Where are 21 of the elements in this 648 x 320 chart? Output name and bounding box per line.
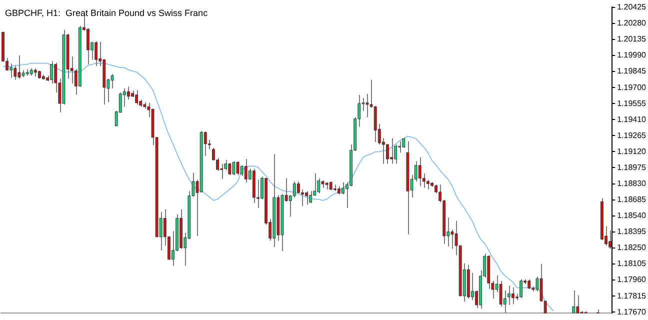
y-tick-label: 1.18395 xyxy=(617,227,647,236)
y-tick-label: 1.20280 xyxy=(617,18,647,28)
y-tick-label: 1.20425 xyxy=(617,2,647,12)
y-tick-label: 1.18830 xyxy=(617,178,647,188)
y-tick-label: 1.19265 xyxy=(617,130,647,140)
y-tick-label: 1.19700 xyxy=(617,82,647,92)
y-tick-label: 1.18540 xyxy=(617,211,647,220)
y-tick-label: 1.18975 xyxy=(617,162,647,172)
y-tick-label: 1.19990 xyxy=(617,50,647,60)
y-tick-label: 1.17670 xyxy=(617,307,647,316)
y-tick-label: 1.18250 xyxy=(617,243,647,252)
y-tick-label: 1.20135 xyxy=(617,34,647,44)
y-tick-label: 1.19120 xyxy=(617,146,647,156)
y-tick-label: 1.19555 xyxy=(617,98,647,108)
y-tick-label: 1.17960 xyxy=(617,275,647,284)
y-tick-label: 1.17815 xyxy=(617,291,647,300)
y-tick-label: 1.19845 xyxy=(617,66,647,76)
y-tick-label: 1.18685 xyxy=(617,195,647,204)
y-tick-label: 1.19410 xyxy=(617,114,647,124)
y-tick-label: 1.18105 xyxy=(617,259,647,268)
chart-title: GBPCHF, H1: Great Britain Pound vs Swiss Franc xyxy=(5,8,208,18)
